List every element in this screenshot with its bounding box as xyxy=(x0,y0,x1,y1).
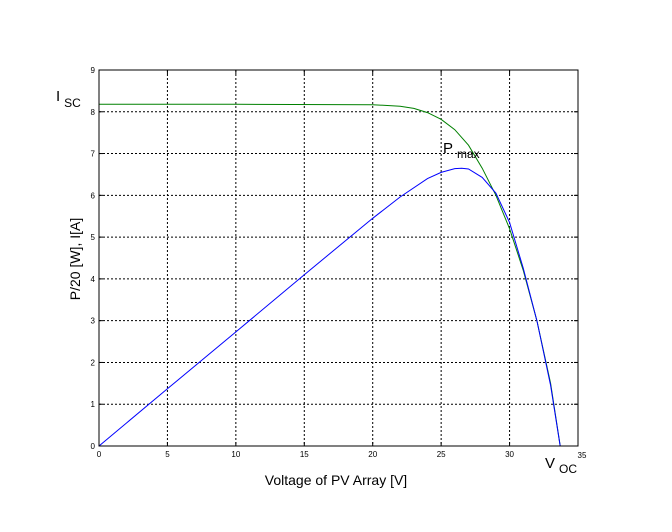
y-tick-label: 6 xyxy=(91,191,96,200)
x-axis-label: Voltage of PV Array [V] xyxy=(265,472,407,488)
y-tick-label: 5 xyxy=(91,233,96,242)
series-group xyxy=(98,103,561,447)
x-tick-label: 10 xyxy=(231,450,240,459)
y-tick-label: 4 xyxy=(91,275,96,284)
pmax-annotation-sub: max xyxy=(457,147,480,161)
y-tick-label: 1 xyxy=(91,400,96,409)
isc-annotation: I SC xyxy=(56,88,81,110)
tick-labels: 0 5 10 15 20 25 30 35 0 1 2 3 4 5 6 7 8 9 xyxy=(91,66,587,460)
isc-annotation-sub: SC xyxy=(64,96,81,110)
pmax-annotation-main: P xyxy=(443,140,453,157)
series-line-2 xyxy=(98,167,561,447)
voc-annotation-main: V xyxy=(545,455,555,472)
y-tick-label: 3 xyxy=(91,317,96,326)
y-tick-label: 7 xyxy=(91,150,96,159)
plot-frame xyxy=(98,69,579,447)
x-tick-label: 35 xyxy=(578,451,587,460)
y-axis-label: P/20 [W], I[A] xyxy=(67,218,83,300)
ticks xyxy=(98,69,579,447)
voc-annotation: V OC xyxy=(545,455,577,476)
pmax-annotation: P max xyxy=(443,140,480,161)
x-tick-label: 20 xyxy=(368,450,377,459)
voc-annotation-sub: OC xyxy=(559,462,577,476)
x-tick-label: 5 xyxy=(165,450,170,459)
isc-annotation-main: I xyxy=(56,88,60,105)
y-tick-label: 0 xyxy=(91,442,96,451)
y-tick-label: 8 xyxy=(91,108,96,117)
x-tick-label: 30 xyxy=(505,450,514,459)
grid xyxy=(99,70,578,446)
x-tick-label: 0 xyxy=(97,450,102,459)
y-tick-label: 2 xyxy=(91,358,96,367)
y-tick-label: 9 xyxy=(91,66,96,75)
x-tick-label: 25 xyxy=(437,450,446,459)
x-tick-label: 15 xyxy=(300,450,309,459)
